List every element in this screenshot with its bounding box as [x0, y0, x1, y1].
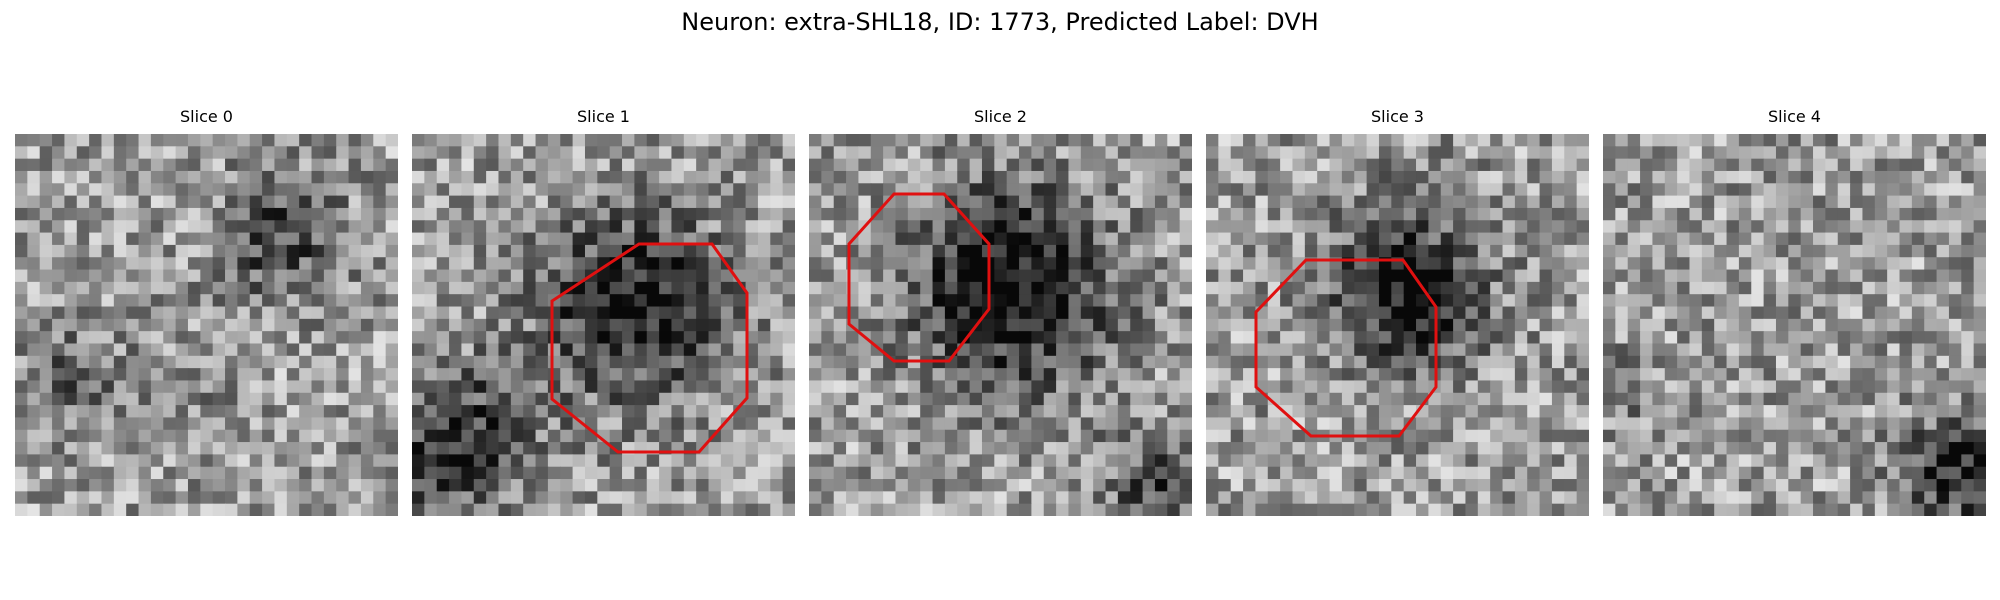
neuron-outline-1: [550, 242, 749, 454]
slice-4-title: Slice 4: [1768, 107, 1821, 126]
slice-0-image: [15, 134, 398, 516]
slice-2-title: Slice 2: [974, 107, 1027, 126]
slice-3-title: Slice 3: [1371, 107, 1424, 126]
neuron-outline-2: [847, 192, 991, 363]
slice-panel-4: Slice 4: [1603, 106, 1986, 516]
slice-1-image: [412, 134, 795, 516]
slice-panel-3: Slice 3: [1206, 106, 1589, 516]
neuron-outline-3: [1254, 258, 1438, 438]
slice-panel-1: Slice 1: [412, 106, 795, 516]
slice-panel-2: Slice 2: [809, 106, 1192, 516]
figure-title: Neuron: extra-SHL18, ID: 1773, Predicted…: [681, 8, 1319, 36]
slice-2-image: [809, 134, 1192, 516]
slice-panel-0: Slice 0: [15, 106, 398, 516]
slice-1-title: Slice 1: [577, 107, 630, 126]
slice-3-image: [1206, 134, 1589, 516]
slice-0-title: Slice 0: [180, 107, 233, 126]
slice-4-image: [1603, 134, 1986, 516]
